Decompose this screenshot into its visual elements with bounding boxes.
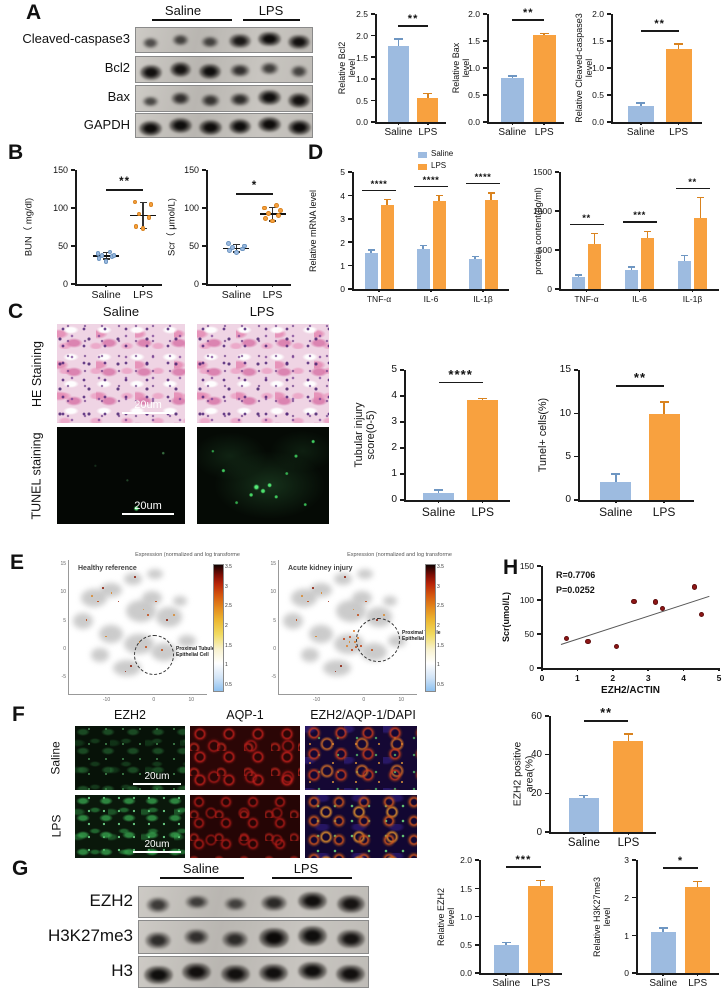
chart-bun: 0 50 100 150 BUN（ mg/dl) Saline LPS ** [18, 154, 170, 310]
chart-relative-cleaved-caspase3: 0.0 0.5 1.0 1.5 2.0 Relative Cleaved-caspase3… [574, 0, 710, 146]
scale-bar-if-saline: 20um [133, 771, 181, 785]
chart-mrna-level: 0 1 2 3 4 5 Relative mRNA level TNF-α **** IL-6 **… [303, 150, 517, 315]
panel-f-row-lps: LPS [49, 814, 63, 838]
if-merge-saline [305, 726, 417, 790]
if-aqp1-lps [190, 795, 300, 858]
lps-underline [243, 19, 300, 21]
scale-bar-tunel: 20um [122, 500, 174, 516]
legend-saline-chip [418, 152, 427, 158]
panel-f-letter: F [12, 703, 25, 726]
umap-healthy: 15 10 5 0 -5 -10 0 10 [60, 560, 207, 703]
he-image-lps [197, 324, 329, 423]
legend-lps-label: LPS [431, 161, 447, 170]
chart-correlation: 0 50 100 150 Scr(umol/L) 0 1 2 3 4 5 EZH2/ACTIN R=0.… [500, 561, 722, 696]
blot-strip-bcl2 [135, 56, 313, 83]
blot-label-bcl2: Bcl2 [104, 60, 130, 75]
blot-g-group-saline: Saline [182, 861, 220, 876]
chart-relative-h3k27me3: 0 1 2 3 Relative H3K27me3 level Saline LPS * [592, 850, 727, 997]
panel-f-col-ezh2: EZH2 [114, 708, 146, 722]
panel-a-letter: A [26, 1, 42, 24]
scale-bar-if-lps: 20um [133, 839, 181, 853]
panel-c-letter: C [8, 300, 24, 323]
if-aqp1-saline [190, 726, 300, 790]
blot-label-bax: Bax [107, 89, 130, 104]
colorbar-right [425, 564, 436, 692]
umap-title-aki: Acute kidney injury [288, 565, 353, 572]
panel-h-letter: H [503, 556, 519, 579]
if-ezh2-saline [75, 726, 185, 790]
panel-f-col-aqp1: AQP-1 [226, 708, 264, 722]
umap-title-healthy: Healthy reference [78, 565, 137, 572]
he-image-saline [57, 324, 185, 423]
panel-e-letter: E [10, 551, 25, 574]
panel-c-col-saline: Saline [102, 304, 140, 319]
blot-strip-h3 [138, 956, 369, 988]
blot-label-h3: H3 [111, 961, 133, 980]
blot-label-cleaved-caspase3: Cleaved-caspase3 [22, 31, 130, 46]
annotation-circle-right [356, 618, 400, 662]
annotation-label-left: Proximal Tubule Epithelial Cell [176, 646, 215, 658]
chart-relative-bcl2: 0.0 0.5 1.0 1.5 2.0 2.5 Relative Bcl2 level Sal… [337, 0, 454, 146]
g-saline-underline [160, 877, 244, 879]
chart-protein-content: 0 500 1000 1500 protein content(pg/ml) TNF-α *… [490, 146, 727, 315]
blot-a-group-saline: Saline [164, 3, 202, 18]
legend-lps-chip [418, 164, 427, 170]
blot-a-group-lps: LPS [258, 3, 284, 18]
panel-f-col-merge: EZH2/AQP-1/DAPI [310, 708, 416, 722]
blot-g-group-lps: LPS [293, 861, 319, 876]
blot-strip-gapdh [135, 113, 313, 138]
if-ezh2-lps [75, 795, 185, 858]
g-lps-underline [272, 877, 352, 879]
chart-tunel-cells: 0 5 10 15 Tunel+ cells(%) Saline LPS ** [532, 346, 702, 528]
tunel-image-lps [197, 427, 329, 524]
blot-label-gapdh: GAPDH [83, 117, 130, 132]
if-merge-lps [305, 795, 417, 858]
annotation-circle-left [134, 635, 174, 675]
chart-scr: 0 50 100 150 Scr（ μmol/L) Saline LPS * [163, 154, 299, 310]
tunel-image-saline [57, 427, 185, 524]
chart-ezh2-positive-area: 0 20 40 60 EZH2 positive area(%) Saline LPS ** [512, 694, 664, 858]
blot-strip-cleaved-caspase3 [135, 27, 313, 53]
colorbar-title-left: Expression (normalized and log transform… [135, 552, 240, 558]
panel-c-col-lps: LPS [249, 304, 275, 319]
colorbar-left [213, 564, 224, 692]
saline-underline [152, 19, 232, 21]
blot-label-h3k27me3: H3K27me3 [47, 926, 133, 945]
blot-strip-h3k27me3 [138, 920, 369, 954]
colorbar-right-ticks: 3.5 3 2.5 2 1.5 1 0.5 [437, 564, 444, 688]
colorbar-left-ticks: 3.5 3 2.5 2 1.5 1 0.5 [225, 564, 232, 688]
blot-label-ezh2: EZH2 [89, 891, 133, 910]
legend-saline-label: Saline [431, 149, 454, 158]
panel-g-letter: G [12, 857, 29, 880]
panel-f-row-saline: Saline [49, 741, 64, 775]
blot-strip-bax [135, 85, 313, 112]
scale-bar-he: 20um [122, 399, 174, 415]
blot-strip-ezh2 [138, 886, 369, 918]
panel-c-row-tunel: TUNEL staining [30, 432, 45, 520]
chart-tubular-injury: 0 1 2 3 4 5 Tubular injury score(0-5) Saline LPS… [352, 346, 518, 528]
panel-d-letter: D [308, 141, 324, 164]
chart-relative-ezh2: 0.0 0.5 1.0 1.5 2.0 Relative EZH2 level Saline… [436, 850, 570, 997]
panel-c-row-he: HE Staining [30, 340, 45, 408]
colorbar-title-right: Expression (normalized and log transform… [347, 552, 452, 558]
panel-b-letter: B [8, 141, 24, 164]
chart-relative-bax: 0.0 0.5 1.0 1.5 2.0 Relative Bax level Saline L… [451, 0, 572, 146]
